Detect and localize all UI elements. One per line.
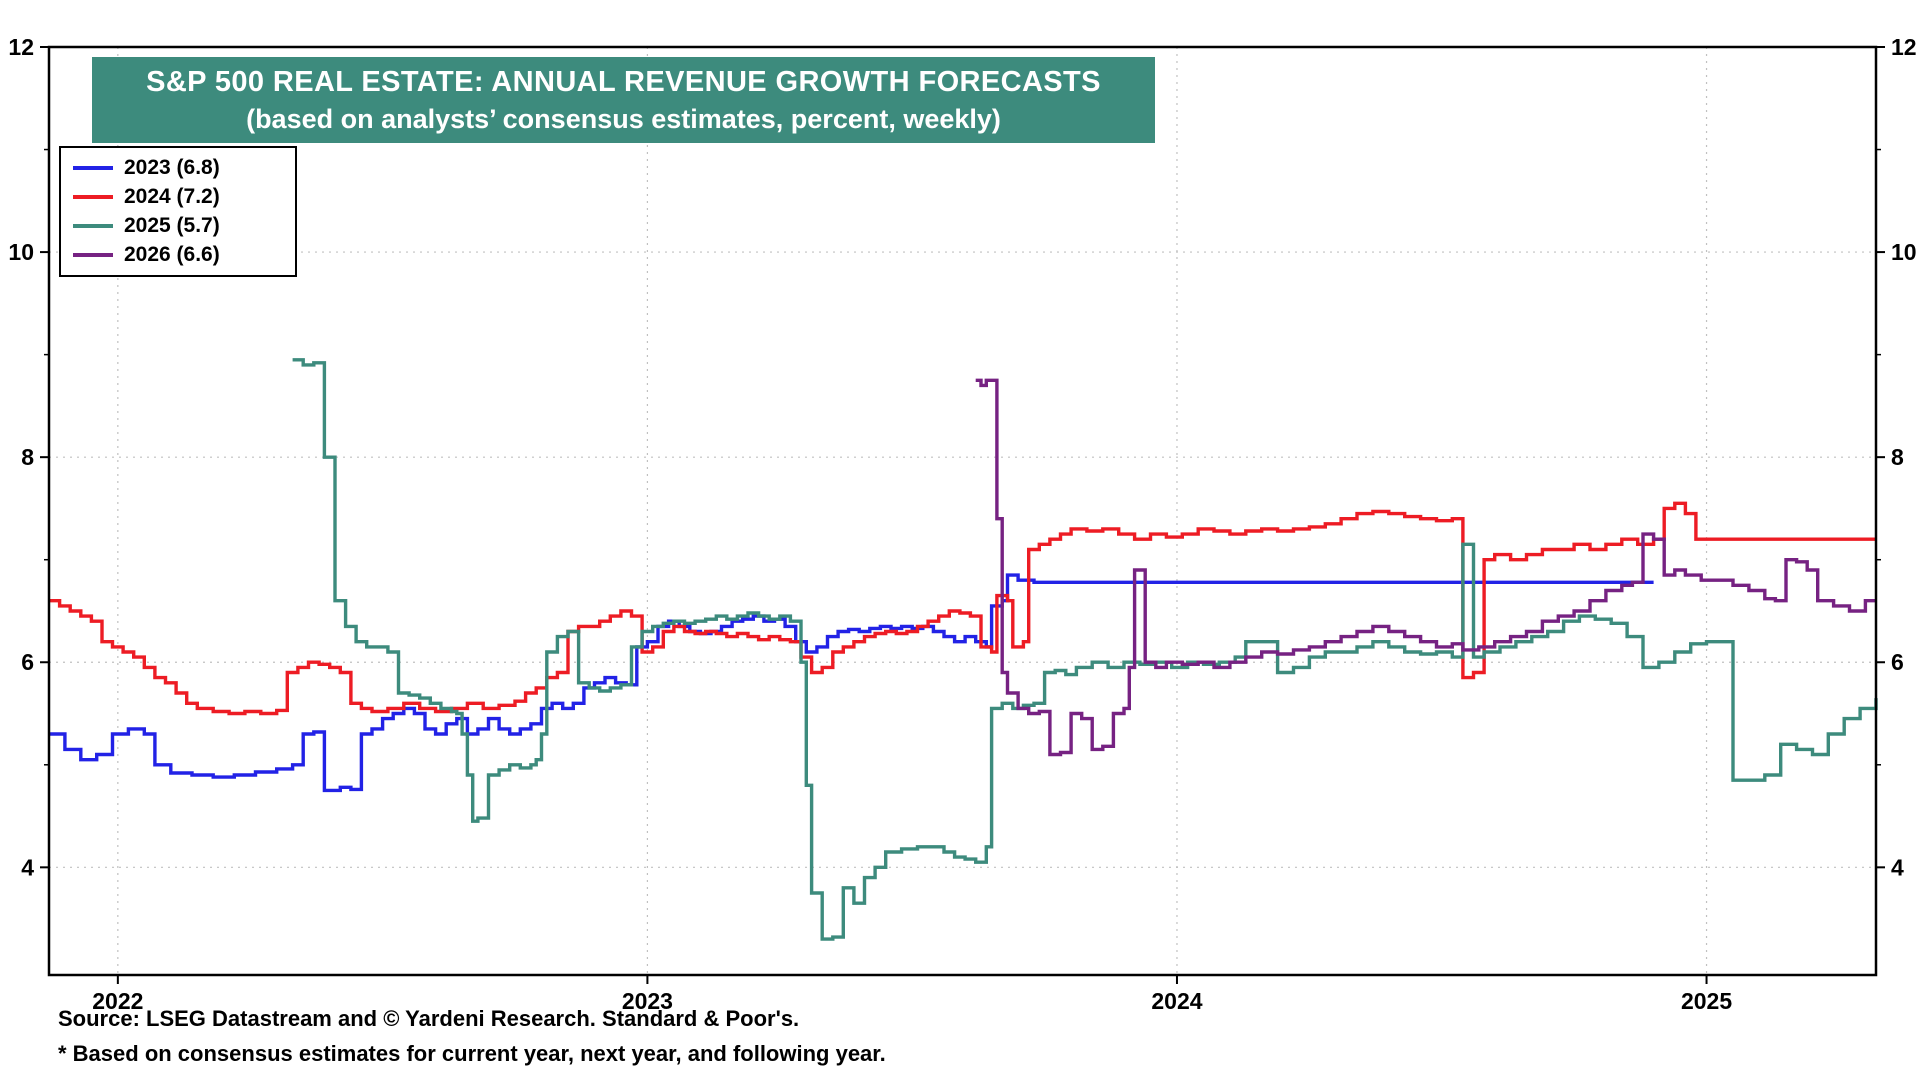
x-tick-label: 2022: [92, 988, 143, 1014]
series-line-2025: [292, 358, 1878, 941]
y-tick-label-left: 6: [21, 649, 34, 675]
chart-title-box: S&P 500 REAL ESTATE: ANNUAL REVENUE GROW…: [92, 57, 1155, 143]
x-tick-label: 2025: [1681, 988, 1732, 1014]
y-tick-label-right: 8: [1891, 444, 1904, 470]
y-tick-label-left: 8: [21, 444, 34, 470]
y-tick-label-right: 10: [1891, 239, 1917, 265]
y-tick-label-right: 6: [1891, 649, 1904, 675]
legend-item: 2023 (6.8): [73, 156, 283, 180]
legend-swatch: [73, 166, 113, 170]
legend-item: 2026 (6.6): [73, 243, 283, 267]
footnote-text: * Based on consensus estimates for curre…: [58, 1041, 886, 1066]
series-line-2024: [49, 501, 1876, 716]
legend-label: 2023 (6.8): [124, 156, 220, 179]
legend-label: 2026 (6.6): [124, 243, 220, 266]
x-tick-label: 2023: [622, 988, 673, 1014]
chart-subtitle: (based on analysts’ consensus estimates,…: [246, 103, 1001, 134]
y-tick-label-right: 4: [1891, 854, 1904, 880]
legend-swatch: [73, 253, 113, 257]
y-tick-label-left: 10: [8, 239, 34, 265]
series-line-2026: [975, 378, 1876, 757]
legend-label: 2025 (5.7): [124, 214, 220, 237]
legend-label: 2024 (7.2): [124, 185, 220, 208]
chart-legend: 2023 (6.8) 2024 (7.2) 2025 (5.7) 2026 (6.6): [59, 146, 297, 277]
plot-border: [47, 45, 1878, 977]
y-tick-label-left: 12: [8, 34, 34, 60]
legend-item: 2024 (7.2): [73, 185, 283, 209]
chart-title: S&P 500 REAL ESTATE: ANNUAL REVENUE GROW…: [146, 65, 1101, 98]
x-tick-label: 2024: [1151, 988, 1202, 1014]
y-tick-label-left: 4: [21, 854, 34, 880]
legend-swatch: [73, 195, 113, 199]
legend-swatch: [73, 224, 113, 228]
series-line-2023: [49, 573, 1654, 793]
y-tick-label-right: 12: [1891, 34, 1917, 60]
legend-item: 2025 (5.7): [73, 214, 283, 238]
source-text: Source: LSEG Datastream and © Yardeni Re…: [58, 1006, 800, 1031]
